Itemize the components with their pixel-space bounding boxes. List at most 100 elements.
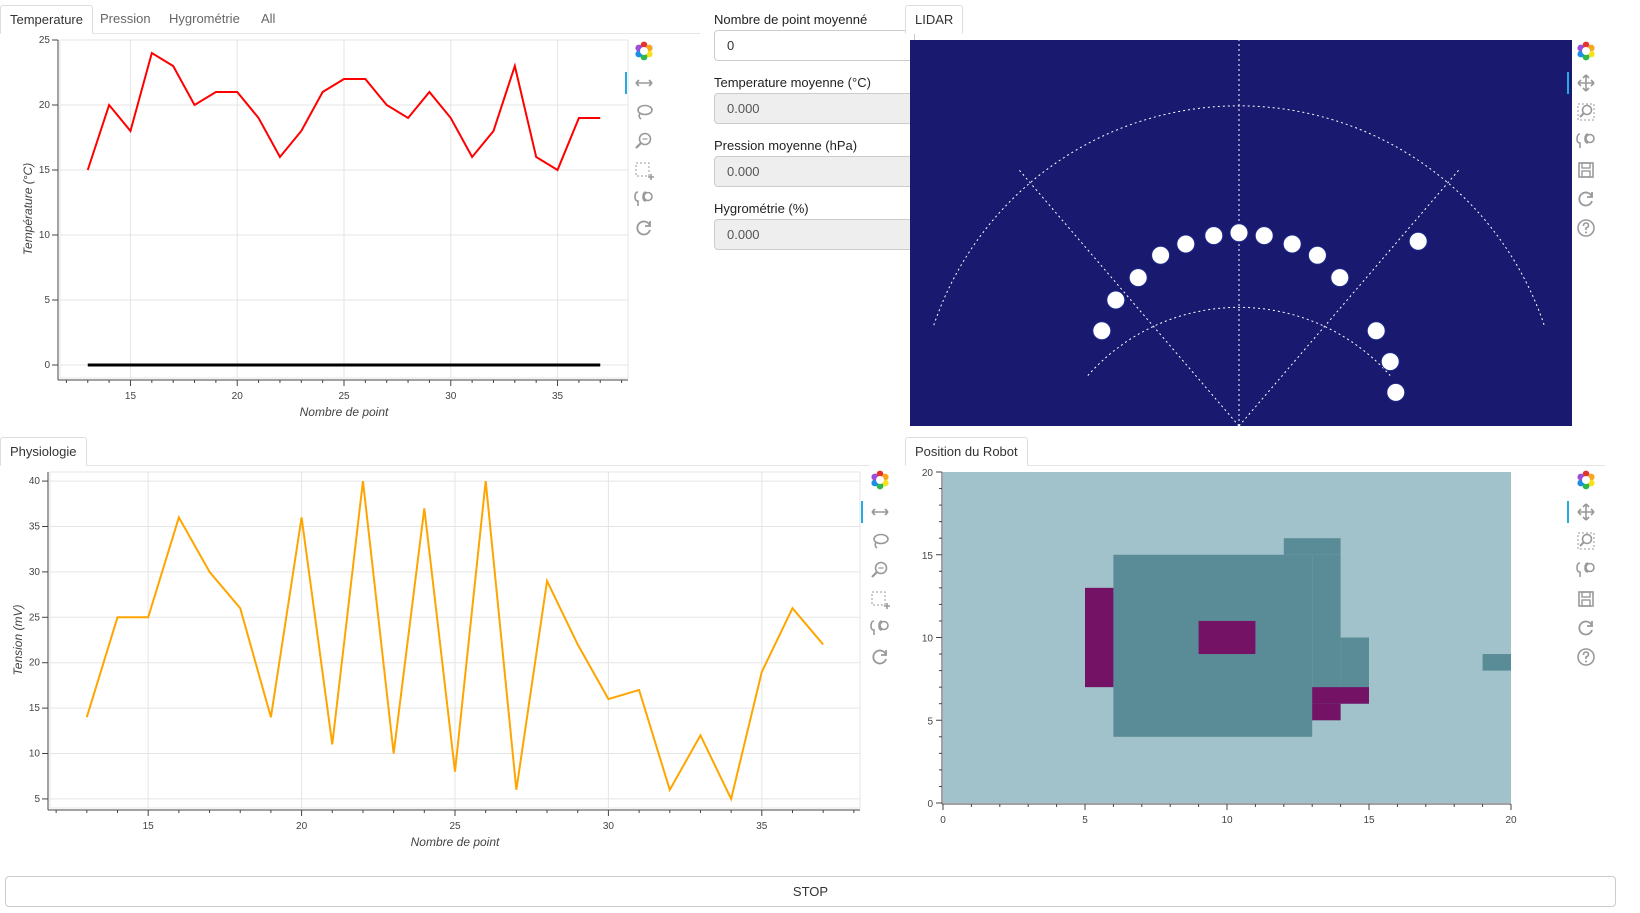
hover-icon[interactable]	[1573, 557, 1599, 583]
x-tick-label: 35	[756, 821, 768, 832]
hover-icon[interactable]	[867, 615, 893, 641]
x-axis-label: Nombre de point	[300, 405, 389, 419]
y-tick-label: 20	[39, 100, 51, 111]
map-marker-cell	[1312, 687, 1369, 704]
hover-icon[interactable]	[631, 186, 657, 212]
lidar-point	[1151, 245, 1171, 265]
robot-position-chart[interactable]: 0 5 10 15 20 0 5 10 15 20	[900, 466, 1570, 870]
y-tick-label: 15	[29, 703, 41, 714]
lidar-point	[1106, 290, 1126, 310]
physio-tabbar: Physiologie	[0, 437, 870, 466]
help-icon[interactable]	[1573, 644, 1599, 670]
y-tick-label: 25	[39, 35, 51, 46]
left-ray	[1017, 168, 1240, 427]
tab-all[interactable]: All	[261, 11, 276, 26]
x-tick-label: 15	[1363, 815, 1375, 826]
x-tick-label: 25	[449, 821, 461, 832]
tab-temperature[interactable]: Temperature	[0, 5, 93, 34]
temp-avg-field	[714, 93, 915, 124]
pressure-avg-field	[714, 156, 915, 187]
right-ray	[1238, 168, 1461, 427]
tab-lidar[interactable]: LIDAR	[905, 5, 964, 34]
humidity-avg-label: Hygrométrie (%)	[714, 201, 809, 216]
y-tick-label: 10	[922, 634, 934, 645]
temperature-chart[interactable]: 15 20 25 30 35 0 5 10 15 20 25 Nombre de point Tempé…	[0, 34, 635, 434]
box-zoom-icon[interactable]	[1573, 528, 1599, 554]
lasso-icon[interactable]	[867, 528, 893, 554]
tab-physiologie[interactable]: Physiologie	[0, 437, 87, 466]
physiologie-chart[interactable]: 15 20 25 30 35 5 10 15 20 25 30 35 40 Nombre de point…	[0, 466, 870, 870]
lidar-point	[1380, 352, 1400, 372]
x-tick-label: 0	[940, 815, 946, 826]
help-icon[interactable]	[1573, 215, 1599, 241]
y-tick-label: 15	[39, 165, 51, 176]
bokeh-logo-icon	[631, 38, 657, 64]
y-axis-label: Température (°C)	[21, 163, 35, 255]
y-tick-label: 20	[29, 658, 41, 669]
box-select-icon[interactable]	[631, 157, 657, 183]
reset-icon[interactable]	[631, 215, 657, 241]
save-icon[interactable]	[1573, 586, 1599, 612]
lidar-point	[1176, 234, 1196, 254]
map-marker-cell	[1085, 587, 1114, 688]
pan-icon[interactable]	[1567, 499, 1599, 525]
x-tick-label: 20	[1505, 815, 1517, 826]
lidar-point	[1307, 245, 1327, 265]
wheel-zoom-icon[interactable]	[867, 557, 893, 583]
bokeh-logo-icon	[1573, 467, 1599, 493]
lidar-point	[1366, 321, 1386, 341]
temperature-toolbar	[625, 38, 661, 244]
hover-icon[interactable]	[1573, 128, 1599, 154]
x-tick-label: 5	[1082, 815, 1088, 826]
wheel-zoom-icon[interactable]	[631, 128, 657, 154]
lidar-tabbar: LIDAR	[905, 5, 1605, 34]
avg-points-input[interactable]	[714, 30, 915, 61]
map-occupied-cell	[1283, 538, 1341, 555]
temp-avg-label: Temperature moyenne (°C)	[714, 75, 871, 90]
lidar-toolbar	[1567, 38, 1603, 244]
series-line-0	[85, 480, 824, 802]
scan-arc-inner	[1087, 306, 1391, 376]
y-tick-label: 5	[927, 716, 933, 727]
box-zoom-icon[interactable]	[1573, 99, 1599, 125]
stop-button[interactable]: STOP	[5, 876, 1616, 907]
box-select-icon[interactable]	[867, 586, 893, 612]
reset-icon[interactable]	[867, 644, 893, 670]
map-marker-cell	[1198, 620, 1256, 655]
tab-hygrometrie[interactable]: Hygrométrie	[169, 11, 240, 26]
y-tick-label: 35	[29, 521, 41, 532]
y-tick-label: 25	[29, 612, 41, 623]
tab-position-robot[interactable]: Position du Robot	[905, 437, 1028, 466]
bokeh-logo-icon	[867, 467, 893, 493]
lidar-chart[interactable]	[910, 40, 1572, 428]
x-tick-label: 35	[552, 391, 564, 402]
pan-icon[interactable]	[1567, 70, 1599, 96]
lidar-point	[1282, 234, 1302, 254]
avg-points-label: Nombre de point moyenné	[714, 12, 868, 27]
y-tick-label: 15	[922, 551, 934, 562]
reset-icon[interactable]	[1573, 186, 1599, 212]
x-tick-label: 30	[603, 821, 615, 832]
lidar-point	[1254, 226, 1274, 246]
tab-pression[interactable]: Pression	[100, 11, 151, 26]
x-tick-label: 20	[232, 391, 244, 402]
lidar-point	[1386, 382, 1406, 402]
y-tick-label: 30	[29, 567, 41, 578]
save-icon[interactable]	[1573, 157, 1599, 183]
series-line-0	[86, 51, 601, 172]
lidar-point	[1330, 268, 1350, 288]
pan-x-icon[interactable]	[625, 70, 657, 96]
y-tick-label: 10	[39, 230, 51, 241]
x-tick-label: 20	[296, 821, 308, 832]
reset-icon[interactable]	[1573, 615, 1599, 641]
stats-form: Nombre de point moyenné Temperature moye…	[714, 8, 915, 260]
lidar-point	[1128, 268, 1148, 288]
pan-x-icon[interactable]	[861, 499, 893, 525]
y-tick-label: 10	[29, 749, 41, 760]
physiologie-toolbar	[861, 467, 897, 673]
lasso-icon[interactable]	[631, 99, 657, 125]
lidar-point	[1204, 226, 1224, 246]
y-axis-label: Tension (mV)	[11, 605, 25, 676]
lidar-point	[1229, 223, 1249, 243]
x-tick-label: 30	[445, 391, 457, 402]
